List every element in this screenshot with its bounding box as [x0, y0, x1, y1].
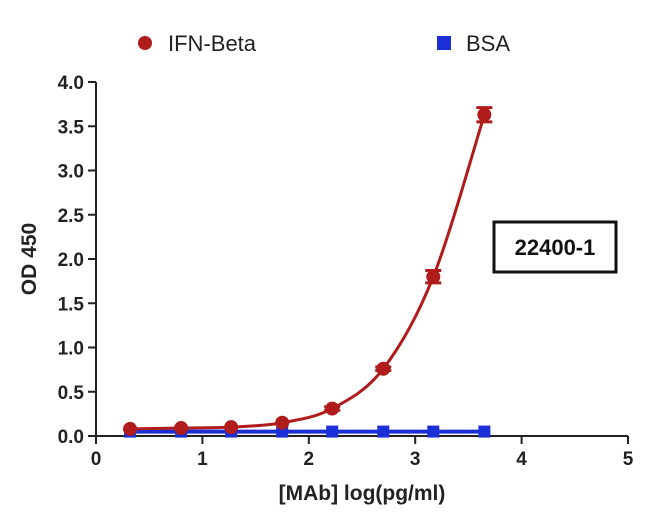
axes: 0 1 2 3 4 5 0.0 0.5 1.0 1.5 2.0 2.5 3.0 3.5 4.0 — [58, 73, 634, 470]
series-layer — [123, 106, 493, 438]
x-tick-label: 1 — [197, 449, 208, 470]
x-axis-title: [MAb] log(pg/ml) — [279, 482, 446, 505]
data-point-ifn-beta — [224, 420, 239, 435]
legend-marker-bsa — [437, 36, 451, 50]
series-ifn-beta — [123, 106, 493, 436]
x-tick-label: 2 — [304, 449, 315, 470]
legend: IFN-Beta BSA — [138, 31, 510, 56]
y-tick-label: 2.5 — [58, 206, 85, 227]
data-point-ifn-beta — [477, 107, 492, 122]
legend-label-bsa: BSA — [466, 31, 510, 56]
legend-marker-ifn-beta — [138, 36, 152, 50]
sample-id-label: 22400-1 — [515, 235, 596, 260]
y-tick-label: 1.5 — [58, 294, 85, 315]
x-tick-label: 0 — [91, 449, 102, 470]
data-point-bsa — [478, 425, 491, 438]
data-point-ifn-beta — [275, 415, 290, 430]
data-point-bsa — [377, 425, 390, 438]
sample-id-box: 22400-1 — [492, 220, 618, 274]
legend-label-ifn-beta: IFN-Beta — [168, 31, 257, 56]
data-point-ifn-beta — [325, 401, 340, 416]
data-point-ifn-beta — [426, 269, 441, 284]
y-axis-ticks: 0.0 0.5 1.0 1.5 2.0 2.5 3.0 3.5 4.0 — [58, 73, 96, 448]
y-tick-label: 1.0 — [58, 339, 84, 360]
y-tick-label: 3.0 — [58, 162, 84, 183]
y-tick-label: 4.0 — [58, 73, 84, 94]
data-point-ifn-beta — [123, 421, 138, 436]
data-point-ifn-beta — [376, 361, 391, 376]
x-tick-label: 4 — [516, 449, 527, 470]
y-axis-title: OD 450 — [18, 223, 41, 295]
y-tick-label: 2.0 — [58, 250, 84, 271]
y-tick-label: 0.5 — [58, 383, 85, 404]
data-point-bsa — [427, 425, 440, 438]
data-point-bsa — [326, 425, 339, 438]
y-tick-label: 0.0 — [58, 427, 84, 448]
data-point-ifn-beta — [174, 421, 189, 436]
sample-id-frame — [492, 220, 618, 274]
x-tick-label: 3 — [410, 449, 421, 470]
x-tick-label: 5 — [623, 449, 634, 470]
x-axis-ticks: 0 1 2 3 4 5 — [91, 436, 634, 470]
y-tick-label: 3.5 — [58, 117, 85, 138]
